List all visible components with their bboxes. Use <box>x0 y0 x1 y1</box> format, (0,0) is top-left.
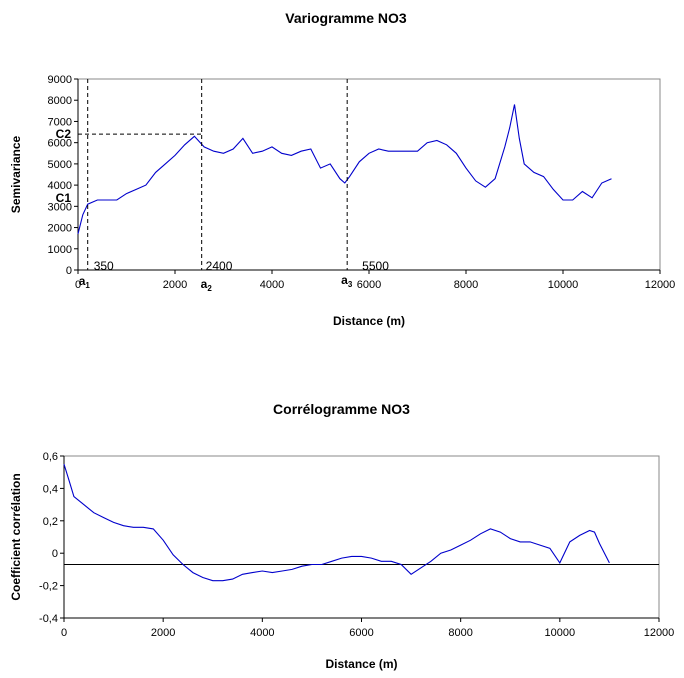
plot-area-1 <box>77 78 661 271</box>
range-a2-label: a2 <box>201 277 213 293</box>
y-tick-label: 0 <box>66 265 72 277</box>
y-tick-label: 0,2 <box>43 516 58 528</box>
x-tick-label: 12000 <box>645 279 676 291</box>
chart-title-1: Variogramme NO3 <box>285 10 407 26</box>
y-tick-label: -0,4 <box>39 613 58 625</box>
y-tick-label: 6000 <box>48 138 72 150</box>
sill-c2-label: C2 <box>56 127 72 141</box>
x-tick-label: 8000 <box>448 627 472 639</box>
y-tick-label: 0 <box>52 548 58 560</box>
x-tick-label: 2000 <box>163 279 187 291</box>
range-a2-value: 2400 <box>206 259 233 273</box>
plot-area-2 <box>63 455 660 619</box>
x-tick-label: 4000 <box>250 627 274 639</box>
x-tick-label: 10000 <box>548 279 579 291</box>
y-tick-label: 0,6 <box>43 451 58 463</box>
chart-title-2: Corrélogramme NO3 <box>273 401 410 417</box>
range-a1-label: a1 <box>79 274 91 290</box>
x-tick-label: 6000 <box>357 279 381 291</box>
y-tick-label: 3000 <box>48 201 72 213</box>
series-line-2-0 <box>63 463 610 582</box>
x-tick-label: 8000 <box>454 279 478 291</box>
y-tick-label: 9000 <box>48 74 72 86</box>
x-axis-label: Distance (m) <box>333 314 405 328</box>
x-axis-label: Distance (m) <box>325 657 397 671</box>
x-tick-label: 6000 <box>349 627 373 639</box>
y-tick-label: 8000 <box>48 95 72 107</box>
x-tick-label: 0 <box>61 627 67 639</box>
y-axis-label: Semivariance <box>9 135 23 213</box>
y-tick-label: 1000 <box>48 244 72 256</box>
x-tick-label: 0 <box>75 279 81 291</box>
y-tick-label: 0,4 <box>43 483 58 495</box>
range-a3-label: a3 <box>341 273 353 289</box>
sill-c1-label: C1 <box>56 191 72 205</box>
y-axis-label: Coefficient corrélation <box>9 473 23 600</box>
y-tick-label: 4000 <box>48 180 72 192</box>
y-tick-label: 2000 <box>48 223 72 235</box>
y-tick-label: 7000 <box>48 116 72 128</box>
range-a1-value: 350 <box>94 259 114 273</box>
y-tick-label: 5000 <box>48 159 72 171</box>
x-tick-label: 10000 <box>545 627 576 639</box>
x-tick-label: 12000 <box>644 627 675 639</box>
x-tick-label: 2000 <box>151 627 175 639</box>
range-a3-value: 5500 <box>362 259 389 273</box>
y-tick-label: -0,2 <box>39 581 58 593</box>
x-tick-label: 4000 <box>260 279 284 291</box>
series-line-1-0 <box>77 104 612 235</box>
